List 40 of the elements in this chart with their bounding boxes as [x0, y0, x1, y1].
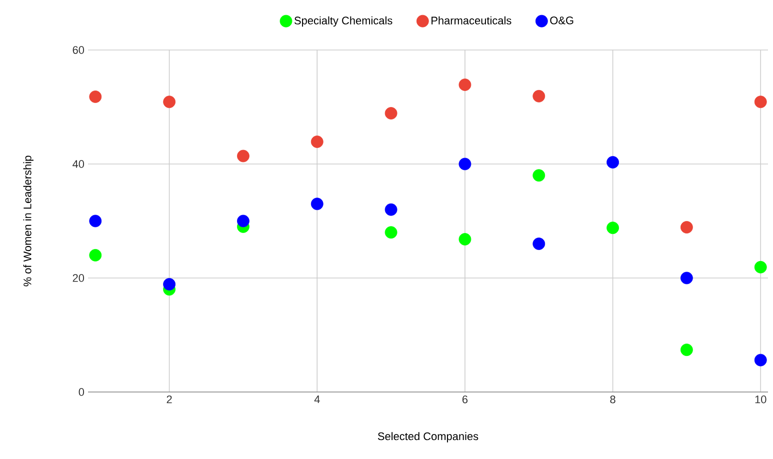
point	[89, 249, 102, 262]
point	[458, 78, 472, 91]
point	[163, 96, 176, 108]
point	[754, 354, 767, 366]
point	[384, 107, 398, 120]
y-axis-title: % of Women in Leadership	[23, 156, 34, 286]
point	[163, 278, 176, 290]
x-axis-title: Selected Companies	[378, 432, 478, 442]
point	[384, 203, 398, 216]
point	[237, 150, 250, 162]
x-tick-label: 10	[755, 396, 766, 404]
point	[458, 233, 472, 246]
legend-label: O&G	[550, 16, 574, 24]
legend-label: Pharmaceuticals	[432, 16, 512, 24]
x-tick-label: 2	[166, 396, 172, 404]
y-tick-label: 40	[72, 160, 84, 168]
point	[310, 198, 324, 210]
point	[89, 214, 102, 228]
x-tick-label: 8	[610, 396, 616, 404]
point	[237, 214, 250, 228]
point	[606, 156, 619, 168]
y-tick-label: 0	[78, 388, 84, 396]
point	[89, 90, 102, 103]
point	[458, 158, 472, 170]
point	[680, 221, 693, 234]
x-tick-label: 4	[314, 396, 320, 404]
point	[532, 90, 546, 102]
point	[754, 260, 767, 274]
point	[532, 238, 546, 250]
point	[680, 344, 693, 356]
point	[384, 226, 398, 239]
y-tick-label: 20	[72, 274, 84, 282]
x-tick-label: 6	[462, 396, 468, 404]
point	[310, 136, 324, 148]
legend-label: Specialty Chemicals	[294, 16, 392, 27]
point	[532, 169, 546, 182]
y-tick-label: 60	[72, 46, 84, 54]
point	[680, 272, 693, 284]
point	[754, 96, 767, 108]
point	[606, 222, 619, 234]
